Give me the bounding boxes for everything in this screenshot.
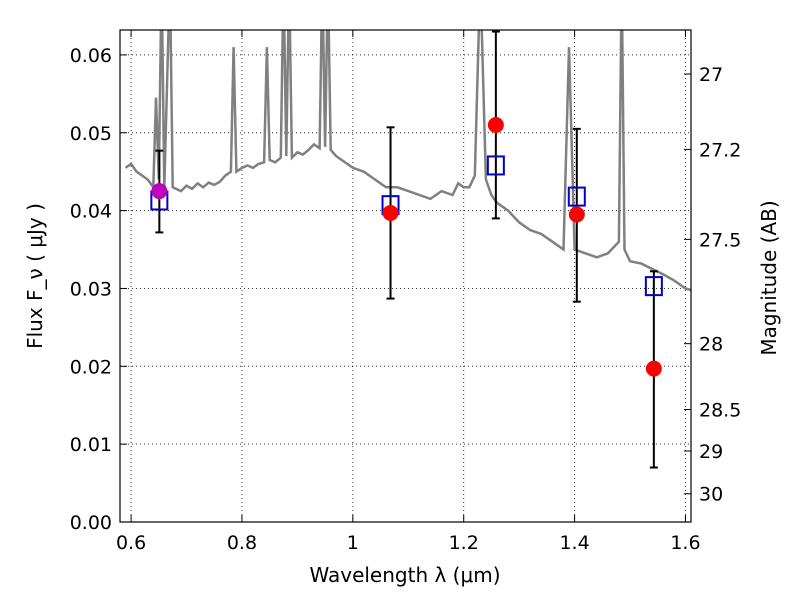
x-tick-label: 0.6 [116, 532, 146, 554]
x-tick-label: 1.2 [449, 532, 479, 554]
y-tick-label: 0.04 [70, 201, 112, 223]
model-photometry-square [644, 276, 663, 297]
y2-tick-label: 28.5 [699, 399, 741, 421]
model-photometry-squares [150, 155, 663, 297]
x-axis-title: Wavelength λ (μm) [309, 563, 500, 587]
y-tick-label: 0.03 [70, 278, 112, 300]
x-tick-label: 0.8 [227, 532, 257, 554]
observed-point [487, 116, 504, 133]
x-tick-label: 1.4 [559, 532, 589, 554]
y-axis-ticks: 0.00 0.01 0.02 0.03 0.04 0.05 0.06 [70, 45, 127, 534]
y2-tick-label: 27.5 [699, 229, 741, 251]
y2-axis-ticks: 27 27.2 27.5 28 28.5 29 30 [684, 64, 741, 506]
y-tick-label: 0.02 [70, 356, 112, 378]
y2-tick-label: 27 [699, 64, 723, 86]
x-tick-label: 1.6 [670, 532, 700, 554]
y-tick-label: 0.06 [70, 45, 112, 67]
observed-point [151, 183, 168, 200]
grid [120, 30, 691, 523]
x-axis-ticks: 0.6 0.8 1 1.2 1.4 1.6 [116, 30, 701, 554]
observed-photometry-points [151, 116, 662, 377]
plot-frame [119, 29, 692, 523]
y2-tick-label: 28 [699, 334, 723, 356]
observed-point [382, 204, 399, 221]
y-axis-title: Flux F_ν ( μJy ) [23, 203, 47, 349]
model-spectrum-line [124, 30, 691, 292]
y-tick-label: 0.00 [70, 512, 112, 534]
y2-tick-label: 27.2 [699, 139, 741, 161]
model-photometry-square [486, 155, 505, 176]
y2-axis-title: Magnitude (AB) [757, 200, 781, 355]
y-tick-label: 0.01 [70, 434, 112, 456]
error-bars [155, 30, 658, 469]
y2-tick-label: 30 [699, 484, 723, 506]
observed-point [645, 360, 662, 377]
y-tick-label: 0.05 [70, 123, 112, 145]
observed-point [568, 206, 585, 223]
x-tick-label: 1 [347, 532, 359, 554]
model-photometry-square [567, 186, 586, 207]
y2-tick-label: 29 [699, 441, 723, 463]
